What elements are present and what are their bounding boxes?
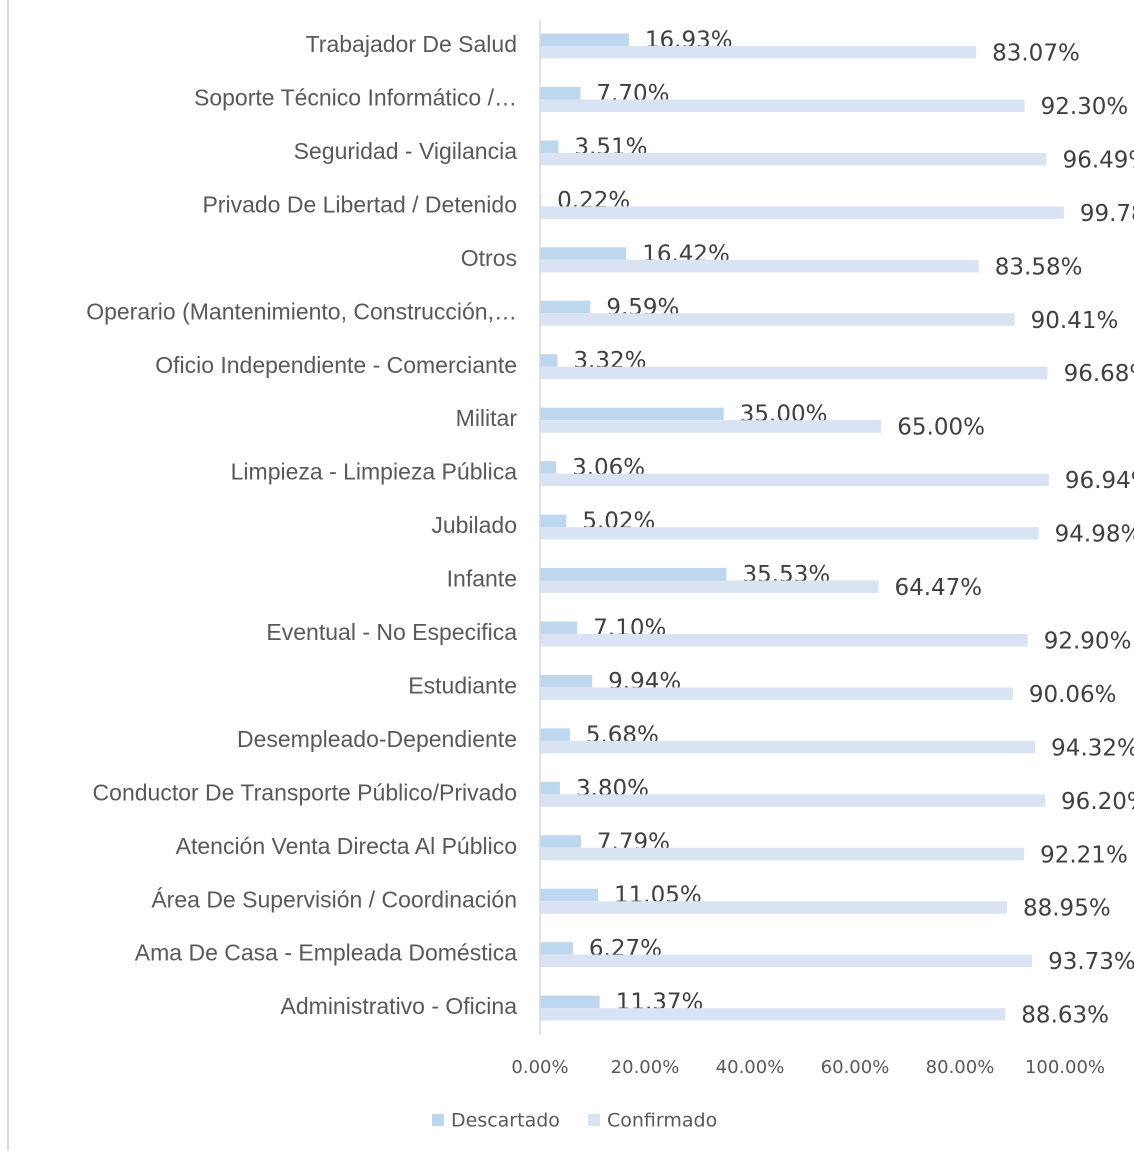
category-label: Oficio Independiente - Comerciante <box>155 352 517 378</box>
bar <box>540 247 627 260</box>
data-label: 92.21% <box>1040 842 1128 868</box>
bar <box>540 300 591 314</box>
x-tick-label: 40.00% <box>716 1057 785 1078</box>
data-label: 65.00% <box>897 415 985 441</box>
category-label: Infante <box>447 566 517 592</box>
data-label: 92.30% <box>1041 94 1129 120</box>
bar <box>540 580 879 593</box>
data-label: 88.63% <box>1021 1003 1109 1029</box>
data-label: 90.06% <box>1029 682 1117 708</box>
data-label: 96.49% <box>1063 147 1134 173</box>
bar <box>540 313 1015 326</box>
bar <box>540 152 1047 166</box>
bar <box>540 621 578 634</box>
bar <box>540 473 1049 487</box>
data-label: 96.20% <box>1061 789 1134 815</box>
bar <box>540 847 1025 861</box>
category-label: Área De Supervisión / Coordinación <box>151 886 517 912</box>
bar <box>540 1008 1006 1021</box>
category-label: Estudiante <box>408 672 517 698</box>
bar <box>540 46 977 59</box>
data-label: 64.47% <box>894 575 982 601</box>
bar <box>540 568 727 581</box>
category-label: Limpieza - Limpieza Pública <box>231 459 518 485</box>
bar <box>540 354 558 367</box>
bar <box>540 794 1046 807</box>
category-label: Soporte Técnico Informático /… <box>194 85 517 111</box>
category-label: Privado De Libertad / Detenido <box>202 191 517 217</box>
category-label: Conductor De Transporte Público/Privado <box>93 779 517 805</box>
data-label: 96.94% <box>1065 468 1134 494</box>
bar <box>540 674 593 688</box>
bar <box>540 140 559 153</box>
bar <box>540 728 570 741</box>
x-tick-label: 20.00% <box>611 1057 680 1078</box>
x-tick-label: 80.00% <box>926 1057 995 1078</box>
bar <box>540 633 1028 647</box>
data-label: 99.78% <box>1080 201 1134 227</box>
category-label: Desempleado-Dependiente <box>237 726 517 752</box>
legend-label: Confirmado <box>607 1110 717 1132</box>
data-label: 92.90% <box>1044 628 1132 654</box>
x-tick-label: 60.00% <box>821 1057 890 1078</box>
data-label: 88.95% <box>1023 896 1111 922</box>
category-label: Operario (Mantenimiento, Construcción,… <box>86 298 517 324</box>
bar <box>540 740 1036 754</box>
bar <box>540 687 1013 700</box>
x-tick-label: 0.00% <box>511 1057 568 1078</box>
data-label: 94.32% <box>1051 735 1134 761</box>
data-label: 93.73% <box>1048 949 1134 975</box>
bar <box>540 461 557 474</box>
bar <box>540 527 1039 540</box>
bar <box>540 407 724 421</box>
category-label: Eventual - No Especifica <box>266 619 517 645</box>
category-label: Otros <box>461 245 517 271</box>
bar <box>540 835 581 848</box>
bar <box>540 33 629 46</box>
x-tick-label: 100.00% <box>1025 1057 1105 1078</box>
bar <box>540 206 1064 219</box>
data-label: 96.68% <box>1064 361 1134 387</box>
category-label: Seguridad - Vigilancia <box>294 138 518 164</box>
data-label: 90.41% <box>1031 308 1119 334</box>
bar <box>540 366 1048 380</box>
bar <box>540 420 882 433</box>
data-label: 94.98% <box>1055 522 1134 548</box>
bar <box>540 901 1007 914</box>
bar <box>540 954 1033 968</box>
legend-swatch <box>432 1114 444 1126</box>
category-label: Atención Venta Directa Al Público <box>176 833 517 859</box>
bar <box>540 995 600 1009</box>
category-label: Ama De Casa - Empleada Doméstica <box>135 940 517 966</box>
category-label: Jubilado <box>431 512 517 538</box>
data-label: 83.07% <box>992 41 1080 67</box>
bar <box>540 888 599 902</box>
legend-swatch <box>588 1114 600 1126</box>
bar <box>540 514 567 528</box>
bar <box>540 259 979 273</box>
category-label: Militar <box>456 405 518 431</box>
bar <box>540 86 581 100</box>
bar <box>540 99 1025 112</box>
category-label: Administrativo - Oficina <box>281 993 518 1019</box>
bar <box>540 781 560 795</box>
legend-label: Descartado <box>451 1110 560 1132</box>
bar <box>540 942 573 955</box>
data-label: 83.58% <box>995 254 1083 280</box>
category-label: Trabajador De Salud <box>306 31 517 57</box>
